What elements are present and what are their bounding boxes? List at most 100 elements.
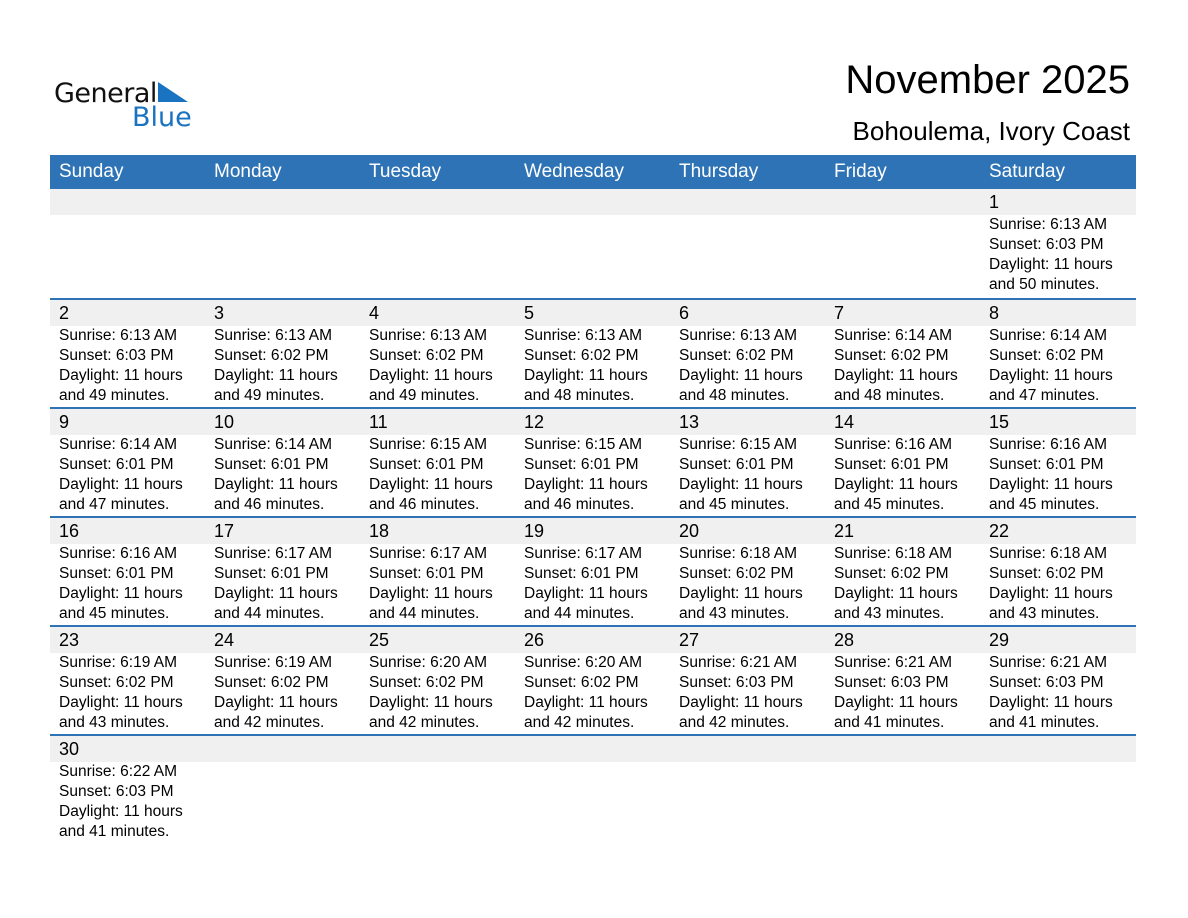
daylight-minutes-text: and 48 minutes. xyxy=(834,387,945,404)
day-number: 3 xyxy=(214,303,225,323)
sunrise-text: Sunrise: 6:15 AM xyxy=(679,436,798,453)
sunset-text: Sunset: 6:01 PM xyxy=(989,456,1104,473)
daylight-text: Daylight: 11 hours xyxy=(679,367,803,384)
empty-cell xyxy=(50,189,205,295)
day-number: 20 xyxy=(679,521,700,541)
sunset-text: Sunset: 6:01 PM xyxy=(524,565,639,582)
day-number: 12 xyxy=(524,412,545,432)
empty-cell xyxy=(670,736,825,842)
sunrise-text: Sunrise: 6:13 AM xyxy=(524,327,643,344)
sunset-text: Sunset: 6:02 PM xyxy=(679,565,794,582)
daylight-minutes-text: and 50 minutes. xyxy=(989,276,1100,293)
logo-word-blue: Blue xyxy=(132,102,192,133)
day-number: 9 xyxy=(59,412,70,432)
sunset-text: Sunset: 6:02 PM xyxy=(834,565,949,582)
page-title: November 2025 xyxy=(845,58,1130,102)
empty-cell xyxy=(360,189,515,295)
day-cell: 21 Sunrise: 6:18 AM Sunset: 6:02 PM Dayligh… xyxy=(825,518,980,624)
day-cell: 20 Sunrise: 6:18 AM Sunset: 6:02 PM Dayligh… xyxy=(670,518,825,624)
sunrise-text: Sunrise: 6:18 AM xyxy=(834,545,953,562)
sunrise-text: Sunrise: 6:18 AM xyxy=(989,545,1108,562)
day-number: 2 xyxy=(59,303,70,323)
daylight-minutes-text: and 45 minutes. xyxy=(679,496,790,513)
week-row: 16 Sunrise: 6:16 AM Sunset: 6:01 PM Dayligh… xyxy=(50,516,1136,625)
daylight-text: Daylight: 11 hours xyxy=(834,585,958,602)
location-subtitle: Bohoulema, Ivory Coast xyxy=(852,116,1130,146)
day-number: 15 xyxy=(989,412,1010,432)
empty-cell xyxy=(205,189,360,295)
empty-cell xyxy=(980,736,1135,842)
sunset-text: Sunset: 6:02 PM xyxy=(524,347,639,364)
logo-word-general: General xyxy=(54,78,157,109)
sunrise-text: Sunrise: 6:19 AM xyxy=(59,654,178,671)
day-cell: 7 Sunrise: 6:14 AM Sunset: 6:02 PM Daylight… xyxy=(825,300,980,406)
weekday-tuesday: Tuesday xyxy=(369,161,442,182)
daylight-minutes-text: and 42 minutes. xyxy=(679,714,790,731)
daylight-minutes-text: and 44 minutes. xyxy=(369,605,480,622)
day-cell: 11 Sunrise: 6:15 AM Sunset: 6:01 PM Dayligh… xyxy=(360,409,515,515)
sunrise-text: Sunrise: 6:14 AM xyxy=(989,327,1108,344)
day-number: 19 xyxy=(524,521,545,541)
daylight-text: Daylight: 11 hours xyxy=(989,256,1113,273)
week-row: 2 Sunrise: 6:13 AM Sunset: 6:03 PM Daylight… xyxy=(50,298,1136,407)
day-cell: 29 Sunrise: 6:21 AM Sunset: 6:03 PM Dayligh… xyxy=(980,627,1135,733)
empty-cell xyxy=(205,736,360,842)
sunset-text: Sunset: 6:03 PM xyxy=(989,674,1104,691)
day-number: 30 xyxy=(59,739,80,759)
daylight-text: Daylight: 11 hours xyxy=(524,367,648,384)
sunrise-text: Sunrise: 6:13 AM xyxy=(59,327,178,344)
sunrise-text: Sunrise: 6:22 AM xyxy=(59,763,178,780)
sunset-text: Sunset: 6:01 PM xyxy=(59,456,174,473)
sunset-text: Sunset: 6:01 PM xyxy=(59,565,174,582)
daylight-text: Daylight: 11 hours xyxy=(59,367,183,384)
daylight-minutes-text: and 45 minutes. xyxy=(834,496,945,513)
sunset-text: Sunset: 6:02 PM xyxy=(369,674,484,691)
sunset-text: Sunset: 6:02 PM xyxy=(524,674,639,691)
weekday-header: Sunday Monday Tuesday Wednesday Thursday… xyxy=(50,155,1136,189)
sunrise-text: Sunrise: 6:14 AM xyxy=(214,436,333,453)
sunrise-text: Sunrise: 6:21 AM xyxy=(989,654,1108,671)
daylight-minutes-text: and 44 minutes. xyxy=(214,605,325,622)
sunset-text: Sunset: 6:02 PM xyxy=(214,674,329,691)
sunrise-text: Sunrise: 6:19 AM xyxy=(214,654,333,671)
sunrise-text: Sunrise: 6:16 AM xyxy=(59,545,178,562)
day-number: 16 xyxy=(59,521,80,541)
day-cell: 24 Sunrise: 6:19 AM Sunset: 6:02 PM Dayligh… xyxy=(205,627,360,733)
week-row: 30 Sunrise: 6:22 AM Sunset: 6:03 PM Dayligh… xyxy=(50,734,1136,843)
date-band xyxy=(50,300,1136,326)
day-number: 25 xyxy=(369,630,390,650)
weekday-sunday: Sunday xyxy=(59,161,124,182)
daylight-text: Daylight: 11 hours xyxy=(679,585,803,602)
daylight-minutes-text: and 47 minutes. xyxy=(989,387,1100,404)
daylight-minutes-text: and 42 minutes. xyxy=(214,714,325,731)
date-band xyxy=(50,627,1136,653)
date-band xyxy=(50,736,1136,762)
sunset-text: Sunset: 6:03 PM xyxy=(59,347,174,364)
empty-cell xyxy=(670,189,825,295)
day-cell: 19 Sunrise: 6:17 AM Sunset: 6:01 PM Dayligh… xyxy=(515,518,670,624)
sunrise-text: Sunrise: 6:17 AM xyxy=(524,545,643,562)
sunrise-text: Sunrise: 6:13 AM xyxy=(989,216,1108,233)
day-number: 7 xyxy=(834,303,845,323)
day-number: 11 xyxy=(369,412,388,432)
daylight-text: Daylight: 11 hours xyxy=(214,476,338,493)
sunset-text: Sunset: 6:03 PM xyxy=(834,674,949,691)
day-number: 23 xyxy=(59,630,80,650)
day-cell: 27 Sunrise: 6:21 AM Sunset: 6:03 PM Dayligh… xyxy=(670,627,825,733)
sunset-text: Sunset: 6:01 PM xyxy=(369,565,484,582)
sunset-text: Sunset: 6:01 PM xyxy=(369,456,484,473)
empty-cell xyxy=(515,189,670,295)
daylight-minutes-text: and 42 minutes. xyxy=(524,714,635,731)
day-number: 8 xyxy=(989,303,1000,323)
sunset-text: Sunset: 6:03 PM xyxy=(59,783,174,800)
daylight-minutes-text: and 43 minutes. xyxy=(834,605,945,622)
weekday-friday: Friday xyxy=(834,161,887,182)
day-cell: 25 Sunrise: 6:20 AM Sunset: 6:02 PM Dayligh… xyxy=(360,627,515,733)
daylight-text: Daylight: 11 hours xyxy=(369,476,493,493)
sunset-text: Sunset: 6:01 PM xyxy=(214,456,329,473)
sunrise-text: Sunrise: 6:16 AM xyxy=(834,436,953,453)
daylight-text: Daylight: 11 hours xyxy=(834,367,958,384)
sunset-text: Sunset: 6:02 PM xyxy=(989,347,1104,364)
logo-triangle-icon xyxy=(158,82,188,102)
daylight-text: Daylight: 11 hours xyxy=(214,367,338,384)
